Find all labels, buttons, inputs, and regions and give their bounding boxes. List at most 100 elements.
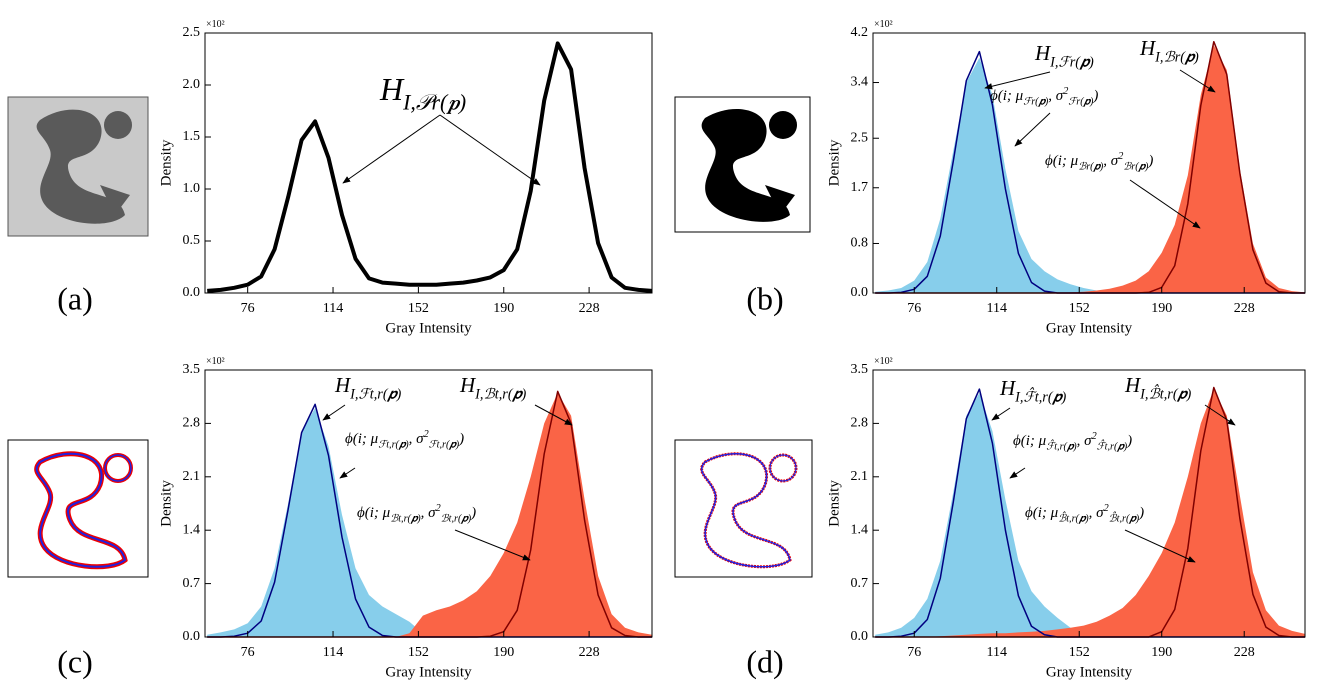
annotation-part: H (379, 71, 405, 107)
annotation-arrow (1124, 529, 1196, 563)
chart: (d) 76 114 152 190 228 0.0 0.7 1.4 2.1 2.8 3.5 ×10² G… (746, 356, 1306, 680)
annotation: ϕ(i; μℬt,r(𝒑), σ2ℬt,r(𝒑)) (357, 503, 476, 525)
annotation: HI,ℱ̂t,r(𝒑) (999, 376, 1066, 405)
annotation-part: H (1124, 373, 1142, 397)
annotation-part: ℬt,r(𝒑) (441, 514, 472, 525)
plot-frame (204, 32, 653, 294)
plot-frame (872, 32, 1306, 294)
x-tick-label: 228 (1234, 301, 1255, 316)
annotation-part: H (999, 376, 1017, 400)
annotation-arrow (454, 529, 531, 561)
x-tick-label: 152 (408, 301, 429, 316)
annotation-arrow (534, 404, 573, 426)
annotation-part: I,ℱ̂t,r(𝒑) (1014, 387, 1066, 406)
annotation-part: ℱ̂t,r(𝒑) (1097, 439, 1128, 453)
x-tick-label: 76 (241, 645, 255, 660)
y-tick-label: 1.7 (851, 180, 869, 195)
x-axis-label: Gray Intensity (385, 320, 472, 336)
image-binary (674, 96, 811, 233)
annotation-part: ℬt,r(𝒑) (390, 514, 421, 525)
image-contours (7, 439, 149, 578)
histogram-area (207, 408, 652, 637)
annotation-part: ℬ̂t,r(𝒑) (1058, 511, 1089, 525)
annotation: HI,ℬ̂t,r(𝒑) (1124, 373, 1191, 402)
annotation-part: ) (1092, 88, 1098, 104)
annotation-part: 2 (1092, 431, 1097, 442)
y-exponent: ×10² (874, 356, 893, 367)
annotation-part: 2 (1063, 86, 1068, 97)
annotation-arrow (991, 407, 1011, 421)
annotation: ϕ(i; μℬr(𝒑), σ2ℬr(𝒑)) (1045, 151, 1153, 173)
annotation-part: ) (470, 505, 476, 521)
annotation: ϕ(i; μℱr(𝒑), σ2ℱr(𝒑)) (990, 86, 1098, 108)
x-tick-label: 76 (907, 645, 921, 660)
annotation-part: ℱt,r(𝒑) (429, 440, 460, 451)
x-axis-label: Gray Intensity (1046, 664, 1133, 680)
x-tick-label: 76 (241, 301, 255, 316)
annotation-part: ϕ(i; μ (345, 431, 379, 447)
annotation: ϕ(i; μℱ̂t,r(𝒑), σ2ℱ̂t,r(𝒑)) (1013, 431, 1132, 453)
histogram-area (875, 389, 1305, 637)
y-axis-label: Density (158, 139, 174, 186)
x-tick-label: 228 (579, 645, 600, 660)
x-axis-label: Gray Intensity (1046, 320, 1133, 336)
y-tick-label: 0.0 (851, 285, 869, 300)
annotation-arrow (1009, 467, 1026, 479)
annotation-part: ϕ(i; μ (1025, 505, 1059, 521)
annotation: HI,𝒫r(𝒑) (379, 71, 466, 115)
y-tick-label: 0.7 (183, 576, 201, 591)
histogram-area (875, 392, 1305, 637)
chart: (a) 76 114 152 190 228 0.0 0.5 1.0 1.5 2.0 2.5 ×10² G… (57, 19, 653, 336)
annotation: HI,ℬr(𝒑) (1139, 36, 1199, 65)
y-tick-label: 0.8 (851, 236, 869, 251)
x-tick-label: 190 (493, 645, 514, 660)
annotation-part: ϕ(i; μ (1045, 153, 1079, 169)
annotation-arrow (1014, 112, 1051, 147)
x-tick-label: 228 (1234, 645, 1255, 660)
annotation-part: , σ (409, 431, 425, 447)
y-tick-label: 1.5 (183, 129, 201, 144)
histogram-area (875, 45, 1305, 294)
annotation-part: ℱr(𝒑) (1068, 97, 1094, 108)
annotation-arrow (342, 114, 441, 184)
histogram-area (875, 57, 1305, 293)
x-tick-label: 190 (1151, 645, 1172, 660)
panel-label: (c) (57, 643, 93, 679)
annotation-part: 2 (1118, 151, 1123, 162)
panel-label: (b) (746, 280, 783, 316)
y-axis-label: Density (158, 480, 174, 527)
x-tick-label: 190 (493, 301, 514, 316)
y-tick-label: 0.0 (183, 285, 201, 300)
annotation-part: , σ (1077, 433, 1093, 449)
plot-frame (872, 369, 1306, 638)
annotation-arrow (339, 467, 356, 479)
y-tick-label: 0.7 (851, 576, 869, 591)
x-tick-label: 152 (408, 645, 429, 660)
y-tick-label: 3.5 (183, 362, 201, 377)
y-tick-label: 0.0 (183, 629, 201, 644)
annotation-part: ϕ(i; μ (990, 88, 1024, 104)
x-tick-label: 76 (907, 301, 921, 316)
y-tick-label: 2.1 (183, 469, 201, 484)
annotation-part: ℱr(𝒑) (1023, 97, 1049, 108)
x-tick-label: 228 (579, 301, 600, 316)
y-tick-label: 1.4 (183, 522, 201, 537)
y-axis-label: Density (826, 139, 842, 186)
y-exponent: ×10² (206, 356, 225, 367)
annotation: HI,ℱr(𝒑) (1034, 41, 1094, 70)
histogram-area (207, 392, 652, 637)
annotation-part: ϕ(i; μ (357, 505, 391, 521)
annotation-arrow (984, 71, 1051, 90)
y-tick-label: 1.0 (183, 181, 201, 196)
x-tick-label: 152 (1069, 645, 1090, 660)
annotation-part: I,ℬr(𝒑) (1154, 49, 1199, 65)
annotation-part: I,ℬt,r(𝒑) (474, 386, 526, 402)
annotation-part: ℱt,r(𝒑) (378, 440, 409, 451)
annotation-part: ) (1138, 505, 1144, 521)
annotation-part: ) (1147, 153, 1153, 169)
annotation-arrow (1179, 69, 1216, 93)
annotation-part: ℬr(𝒑) (1078, 162, 1104, 173)
image-contours-refined (674, 439, 813, 578)
annotation-part: ) (458, 431, 464, 447)
